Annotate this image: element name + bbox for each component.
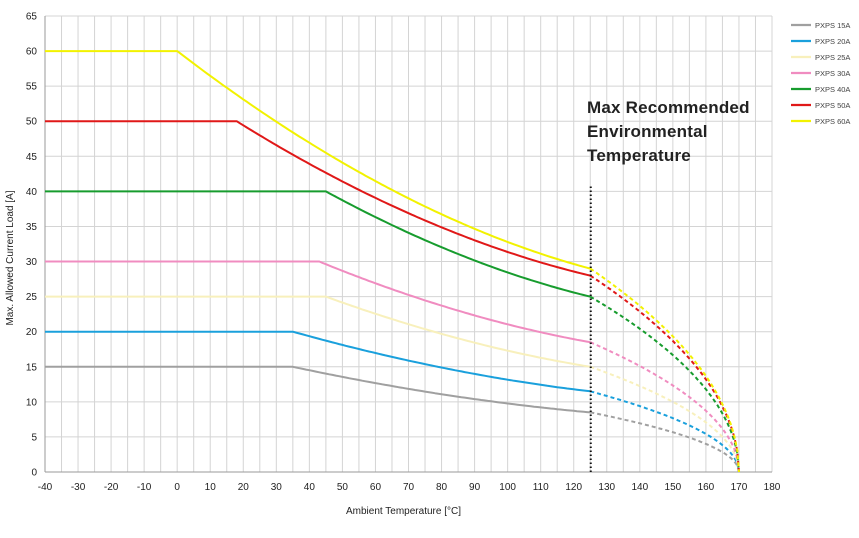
series-line-dashed [589,274,740,473]
legend-label: PXPS 60A [815,117,850,126]
x-tick-label: 40 [304,482,316,493]
x-tick-label: 150 [665,482,682,493]
y-tick-label: 5 [31,432,37,443]
x-tick-label: 90 [469,482,481,493]
x-tick-label: 140 [631,482,648,493]
legend: PXPS 15A PXPS 20A PXPS 25A PXPS 30A PXPS 40A… [791,21,850,126]
y-tick-label: 60 [26,47,38,58]
x-tick-label: -10 [137,482,152,493]
y-tick-label: 50 [26,117,38,128]
x-tick-label: 180 [764,482,781,493]
x-tick-label: 0 [174,482,180,493]
legend-label: PXPS 15A [815,21,850,30]
legend-label: PXPS 30A [815,69,850,78]
x-tick-label: -30 [71,482,86,493]
x-tick-label: 110 [533,482,549,493]
y-tick-label: 0 [31,468,37,479]
series-line-dashed [589,341,740,473]
y-tick-label: 35 [26,222,38,233]
x-tick-label: 170 [731,482,748,493]
series-line-solid [45,190,591,298]
grid [44,15,773,473]
legend-label: PXPS 20A [815,37,850,46]
x-tick-label: 20 [238,482,250,493]
x-tick-label: 120 [565,482,582,493]
y-tick-label: 20 [26,327,38,338]
series-line-dashed [589,365,740,473]
x-tick-label: 10 [205,482,217,493]
x-tick-label: 160 [698,482,715,493]
y-tick-label: 25 [26,292,38,303]
legend-label: PXPS 25A [815,53,850,62]
series-lines [45,50,740,473]
legend-label: PXPS 40A [815,85,850,94]
series-line-solid [45,330,591,393]
y-tick-label: 15 [26,362,38,373]
y-tick-label: 40 [26,187,38,198]
annotation-line-2: Environmental [587,122,708,141]
series-line-solid [45,50,591,270]
x-tick-label: 80 [436,482,448,493]
series-line-dashed [590,411,740,473]
series-line-solid [45,295,591,368]
tick-labels: -40 -30 -20 -10 0 10 20 30 40 50 60 70 80 90 100 110 120… [26,12,781,494]
legend-label: PXPS 50A [815,101,850,110]
y-tick-label: 10 [26,397,38,408]
series-line-dashed [589,267,740,473]
series-line-solid [45,120,591,277]
series-line-solid [45,260,591,344]
annotation-line-1: Max Recommended [587,98,750,117]
x-tick-label: 130 [598,482,615,493]
annotation-line-3: Temperature [587,146,691,165]
x-tick-label: 50 [337,482,349,493]
x-tick-label: -40 [38,482,53,493]
y-tick-label: 45 [26,152,38,163]
y-axis-title: Max. Allowed Current Load [A] [5,190,16,325]
y-tick-label: 30 [26,257,38,268]
x-tick-label: -20 [104,482,119,493]
x-tick-label: 70 [403,482,415,493]
y-tick-label: 55 [26,82,38,93]
y-tick-label: 65 [26,12,38,23]
series-line-solid [45,365,591,414]
x-tick-label: 60 [370,482,382,493]
x-axis-title: Ambient Temperature [°C] [346,506,461,517]
series-line-dashed [590,390,740,473]
series-line-dashed [589,295,740,473]
x-tick-label: 30 [271,482,283,493]
x-tick-label: 100 [499,482,516,493]
